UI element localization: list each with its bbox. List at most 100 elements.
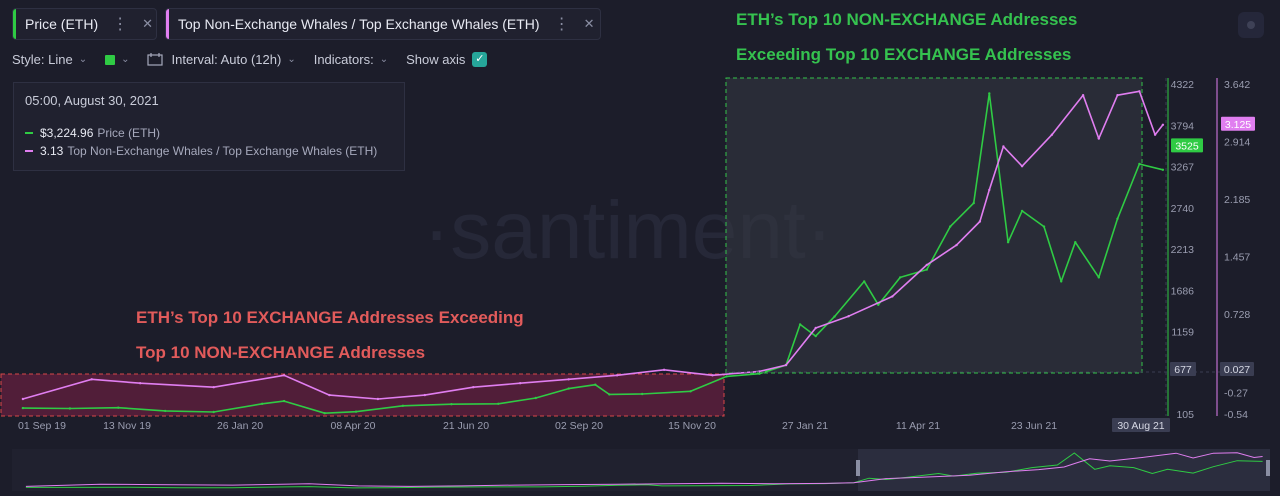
y-right-tick-label: 1.457 bbox=[1224, 251, 1250, 263]
close-icon[interactable]: ✕ bbox=[142, 16, 154, 31]
price-point bbox=[261, 402, 264, 405]
tab-whales-ratio[interactable]: Top Non-Exchange Whales / Top Exchange W… bbox=[165, 8, 601, 40]
chevron-down-icon: ⌄ bbox=[121, 54, 130, 65]
annotation-green-line1: ETH’s Top 10 NON-EXCHANGE Addresses bbox=[736, 10, 1078, 29]
settings-button[interactable] bbox=[1238, 12, 1264, 38]
price-point bbox=[534, 396, 537, 400]
price-point bbox=[450, 403, 453, 406]
indicators-dropdown[interactable]: Indicators: ⌄ bbox=[314, 52, 388, 67]
y-right-tick-label: -0.54 bbox=[1224, 409, 1248, 421]
ratio-point bbox=[519, 382, 522, 385]
ratio-point bbox=[978, 220, 982, 223]
ratio-point bbox=[376, 397, 380, 401]
ratio-point bbox=[955, 243, 958, 247]
price-point bbox=[949, 225, 952, 228]
price-point bbox=[972, 201, 975, 205]
chart-toolbar: Style: Line ⌄ ⌄ Interval: Auto (12h) ⌄ I… bbox=[12, 52, 505, 67]
ratio-last-value-label: 3.125 bbox=[1225, 119, 1251, 131]
hover-x-value-label: 30 Aug 21 bbox=[1117, 420, 1164, 432]
annotation-red-line1: ETH’s Top 10 EXCHANGE Addresses Exceedin… bbox=[136, 308, 524, 327]
calendar-icon bbox=[147, 53, 164, 66]
ratio-point bbox=[847, 315, 850, 318]
x-tick-label: 15 Nov 20 bbox=[668, 420, 716, 432]
y-left-tick-label: 3267 bbox=[1171, 162, 1195, 174]
tooltip-metric-name: Top Non-Exchange Whales / Top Exchange W… bbox=[67, 144, 378, 158]
price-point bbox=[282, 399, 286, 403]
ratio-point bbox=[615, 374, 619, 377]
price-point bbox=[21, 406, 25, 410]
close-icon[interactable]: ✕ bbox=[583, 16, 595, 31]
ratio-point bbox=[1161, 123, 1165, 127]
price-point bbox=[758, 372, 761, 375]
price-point bbox=[899, 276, 902, 279]
price-point bbox=[1020, 209, 1024, 213]
ratio-point bbox=[784, 363, 788, 367]
legend-marker bbox=[25, 150, 33, 152]
navigator-selection[interactable] bbox=[858, 449, 1270, 491]
more-options-icon[interactable]: ⋮ bbox=[553, 16, 570, 33]
price-point bbox=[497, 402, 500, 405]
hover-left-value-label: 677 bbox=[1174, 364, 1192, 376]
ratio-point bbox=[925, 263, 928, 267]
ratio-point bbox=[328, 393, 331, 397]
more-options-icon[interactable]: ⋮ bbox=[112, 16, 129, 33]
style-label: Style: Line bbox=[12, 52, 73, 67]
price-point bbox=[1161, 168, 1165, 171]
show-axis-toggle[interactable]: Show axis ✓ bbox=[406, 52, 488, 67]
price-point bbox=[814, 334, 817, 338]
navigator-handle-left[interactable] bbox=[856, 460, 860, 476]
price-point bbox=[1060, 280, 1063, 283]
price-point bbox=[689, 390, 692, 393]
style-dropdown[interactable]: Style: Line ⌄ bbox=[12, 52, 87, 67]
y-right-tick-label: 3.642 bbox=[1224, 79, 1250, 91]
price-point bbox=[1116, 217, 1119, 220]
x-tick-label: 21 Jun 20 bbox=[443, 420, 489, 432]
ratio-point bbox=[814, 326, 817, 330]
color-swatch bbox=[105, 54, 116, 65]
y-left-tick-label: 105 bbox=[1176, 409, 1194, 421]
x-tick-label: 23 Jun 21 bbox=[1011, 420, 1057, 432]
navigator-handle-right[interactable] bbox=[1266, 460, 1270, 476]
price-point bbox=[68, 407, 72, 410]
ratio-point bbox=[567, 378, 570, 381]
x-tick-label: 08 Apr 20 bbox=[331, 420, 376, 432]
tab-price-eth[interactable]: Price (ETH) ⋮ ✕ bbox=[12, 8, 157, 40]
annotation-green-line2: Exceeding Top 10 EXCHANGE Addresses bbox=[736, 45, 1072, 64]
tooltip-date: 05:00, August 30, 2021 bbox=[25, 93, 159, 108]
price-point bbox=[1006, 241, 1010, 244]
ratio-point bbox=[212, 386, 215, 389]
x-tick-label: 02 Sep 20 bbox=[555, 420, 603, 432]
price-point bbox=[877, 303, 880, 306]
y-right-tick-label: 2.914 bbox=[1224, 136, 1250, 148]
checkmark-icon[interactable]: ✓ bbox=[472, 52, 488, 67]
price-point bbox=[608, 393, 611, 396]
price-point bbox=[323, 412, 326, 415]
interval-dropdown[interactable]: Interval: Auto (12h) ⌄ bbox=[147, 52, 296, 67]
y-right-tick-label: 2.185 bbox=[1224, 194, 1250, 206]
ratio-point bbox=[711, 374, 714, 377]
color-dropdown[interactable]: ⌄ bbox=[105, 54, 129, 65]
ratio-point bbox=[1050, 133, 1054, 136]
x-tick-label: 26 Jan 20 bbox=[217, 420, 263, 432]
price-point bbox=[1097, 276, 1101, 279]
hover-left-value-label-bg bbox=[1170, 362, 1196, 376]
ratio-point bbox=[423, 393, 426, 397]
ratio-point bbox=[282, 374, 286, 377]
price-series-line bbox=[22, 92, 1164, 415]
ratio-point bbox=[21, 397, 25, 401]
y-left-tick-label: 1686 bbox=[1171, 285, 1195, 297]
price-point bbox=[212, 410, 215, 414]
y-left-tick-label: 2740 bbox=[1171, 203, 1195, 215]
price-point bbox=[641, 392, 644, 396]
ratio-point bbox=[139, 382, 142, 385]
price-point bbox=[725, 375, 728, 378]
ratio-point bbox=[1020, 165, 1024, 168]
interval-label: Interval: Auto (12h) bbox=[171, 52, 282, 67]
tooltip-value: $3,224.96 bbox=[40, 126, 94, 140]
non-exchange-dominance-region bbox=[725, 77, 1143, 374]
tab-color-bar bbox=[13, 9, 16, 39]
tooltip-metric-name: Price (ETH) bbox=[97, 126, 161, 140]
y-left-tick-label: 2213 bbox=[1171, 244, 1195, 256]
x-tick-label: 13 Nov 19 bbox=[103, 420, 151, 432]
